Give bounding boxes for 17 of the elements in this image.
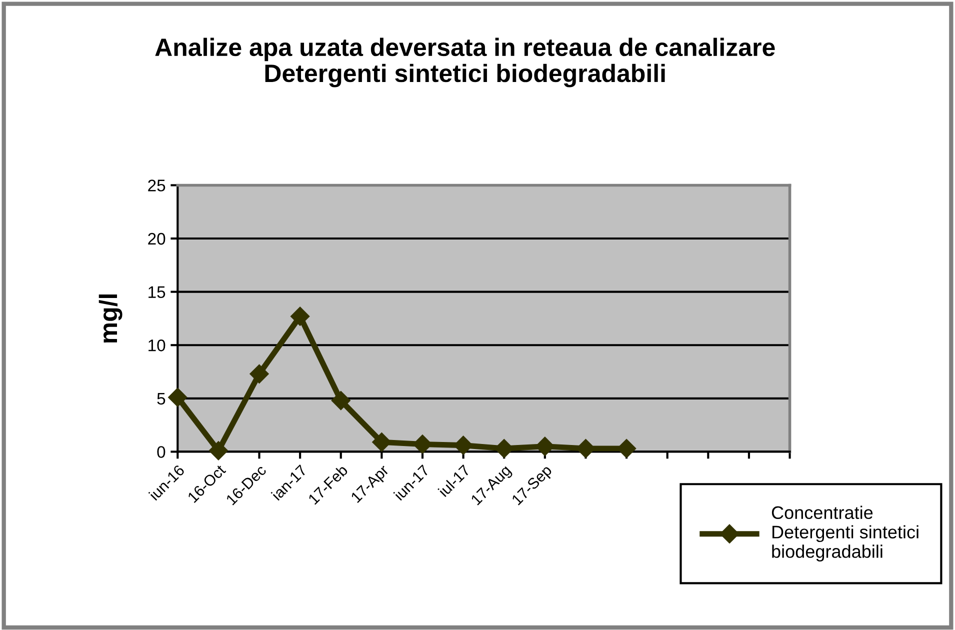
point <box>250 364 269 384</box>
point <box>168 388 188 407</box>
point <box>208 441 228 460</box>
y-axis-title: mg/l <box>98 294 122 343</box>
y-tick-label: 0 <box>157 446 166 458</box>
y-tick-label: 25 <box>148 180 166 192</box>
legend-label: Concentratie Detergenti sintetici biodegradabili <box>772 506 918 562</box>
point <box>290 306 310 326</box>
chart-title: Analize apa uzata deversata in reteaua de canalizare Detergenti sintetici biodegradabili <box>155 38 775 88</box>
point <box>617 438 636 458</box>
point <box>454 436 473 455</box>
point <box>372 432 392 452</box>
y-tick-label: 20 <box>148 232 166 245</box>
y-tick-label: 10 <box>148 340 166 352</box>
y-tick-label: 5 <box>157 392 166 405</box>
y-tick-label: 15 <box>148 286 166 298</box>
point <box>331 391 350 410</box>
